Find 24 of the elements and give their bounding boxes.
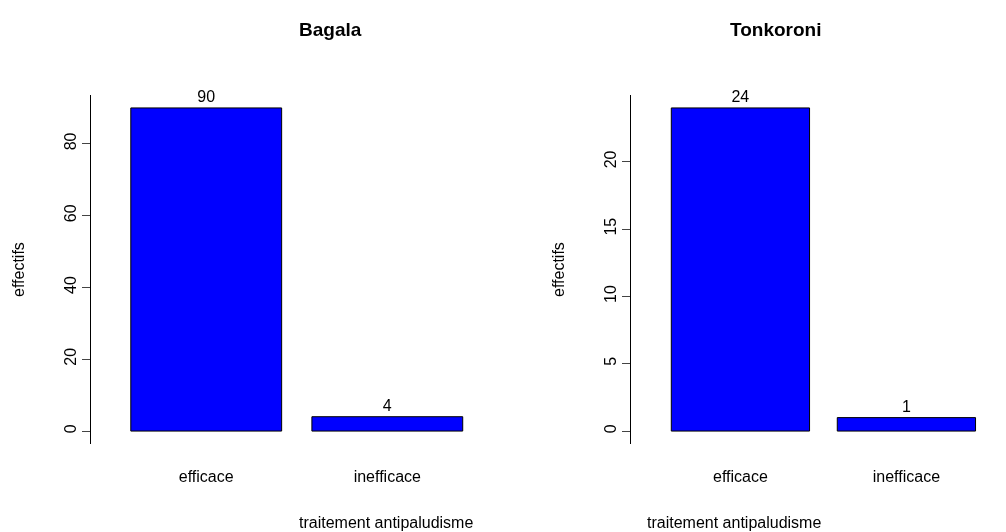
y-tick-label: 60 (61, 204, 79, 223)
x-axis-title: traitement antipaludisme (647, 514, 822, 531)
y-tick-label: 20 (61, 347, 79, 366)
data-label: 1 (901, 397, 911, 415)
chart-title: Bagala (299, 19, 362, 40)
y-tick-label: 40 (61, 276, 79, 294)
y-axis-title: effectifs (550, 242, 567, 297)
data-label: 90 (197, 87, 216, 105)
x-tick-label: efficace (178, 468, 234, 485)
chart-title: Tonkoroni (730, 19, 822, 40)
y-tick-label: 0 (61, 424, 79, 434)
data-label: 24 (731, 87, 750, 105)
data-label: 4 (382, 396, 392, 414)
x-tick-label: efficace (712, 468, 768, 485)
y-tick-label: 0 (601, 424, 619, 434)
y-tick-label: 15 (601, 217, 619, 236)
y-tick-label: 5 (601, 356, 619, 366)
x-tick-label: inefficace (353, 468, 422, 485)
y-tick-label: 10 (601, 285, 619, 303)
x-tick-label: inefficace (872, 468, 941, 485)
y-axis-title: effectifs (10, 242, 27, 297)
y-tick-label: 80 (61, 132, 79, 151)
y-tick-label: 20 (601, 150, 619, 169)
x-axis-title: traitement antipaludisme (299, 514, 474, 531)
